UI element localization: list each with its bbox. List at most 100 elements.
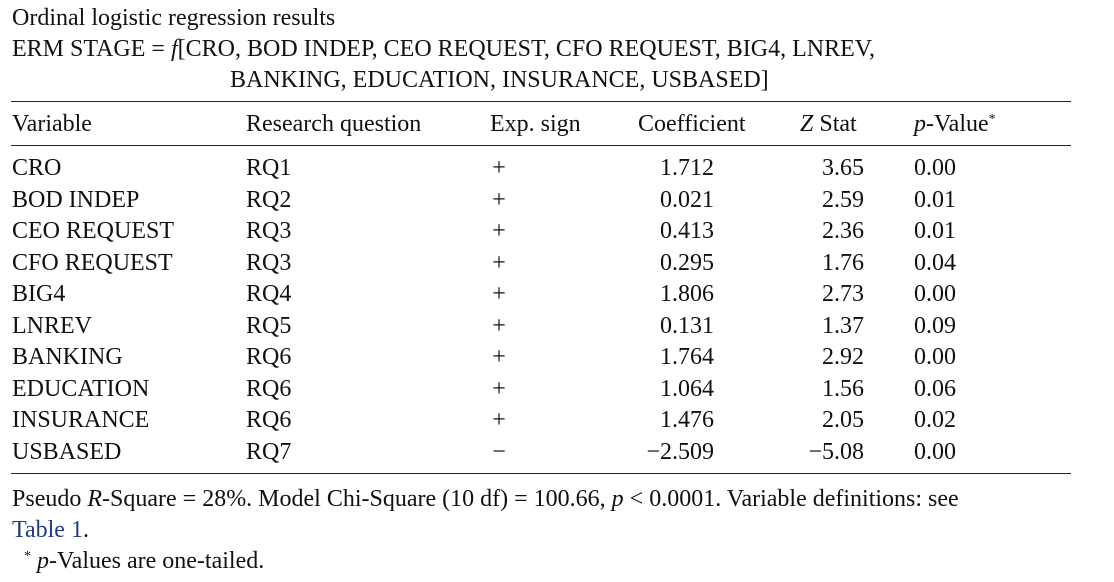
- cell-z-stat: 2.59: [822, 186, 864, 213]
- cell-research-question: RQ3: [246, 218, 292, 244]
- cell-coefficient: 1.712: [660, 155, 714, 181]
- table-row: CRO RQ1 +1.712 3.65 0.00: [0, 154, 1114, 185]
- note-r-italic: R: [87, 486, 103, 512]
- cell-coefficient: 1.764: [660, 344, 714, 370]
- top-rule: [11, 101, 1071, 102]
- table-row: INSURANCE RQ6 +1.476 2.05 0.02: [0, 406, 1114, 437]
- cell-p-value: 0.00: [914, 344, 956, 370]
- cell-exp-sign: +: [492, 218, 506, 244]
- cell-coefficient: −2.509: [646, 438, 714, 465]
- cell-z-stat: −5.08: [808, 438, 864, 465]
- cell-variable: BOD INDEP: [12, 186, 140, 213]
- cell-research-question: RQ6: [246, 344, 292, 370]
- cell-variable: BANKING: [12, 344, 123, 370]
- cell-z-stat: 2.92: [822, 344, 864, 370]
- table-row: LNREV RQ5 +0.131 1.37 0.09: [0, 312, 1114, 343]
- note-pseudo-post: < 0.0001. Variable definitions: see: [623, 486, 959, 512]
- cell-z-stat: 1.76: [822, 249, 864, 276]
- cell-exp-sign: +: [492, 312, 506, 339]
- table-row: BANKING RQ6 +1.764 2.92 0.00: [0, 343, 1114, 374]
- cell-research-question: RQ7: [246, 438, 292, 465]
- model-equation-line1: ERM STAGE = f[CRO, BOD INDEP, CEO REQUES…: [12, 35, 875, 63]
- model-equation-line2: BANKING, EDUCATION, INSURANCE, USBASED]: [230, 67, 769, 93]
- cell-exp-sign: −: [492, 438, 506, 465]
- header-p-italic: p: [914, 111, 926, 137]
- note-period: .: [82, 517, 89, 543]
- equation-lhs: ERM STAGE: [12, 36, 146, 62]
- cell-z-stat: 1.37: [822, 312, 864, 339]
- cell-variable: CFO REQUEST: [12, 249, 173, 276]
- cell-exp-sign: +: [492, 344, 506, 370]
- header-footnote-marker: *: [988, 112, 996, 127]
- header-z-rest: Stat: [813, 111, 857, 137]
- header-p-rest: -Value: [926, 111, 989, 137]
- cell-coefficient: 1.476: [660, 407, 714, 433]
- table-row: BIG4 RQ4 +1.806 2.73 0.00: [0, 280, 1114, 311]
- cell-z-stat: 3.65: [822, 155, 864, 181]
- cell-exp-sign: +: [492, 407, 506, 433]
- cell-exp-sign: +: [492, 186, 506, 213]
- cell-p-value: 0.01: [914, 218, 956, 244]
- table-row: BOD INDEP RQ2 +0.021 2.59 0.01: [0, 186, 1114, 217]
- cell-research-question: RQ4: [246, 281, 292, 307]
- cell-z-stat: 2.73: [822, 281, 864, 307]
- cell-p-value: 0.01: [914, 186, 956, 213]
- cell-research-question: RQ6: [246, 375, 292, 402]
- cell-variable: LNREV: [12, 312, 92, 339]
- cell-coefficient: 0.295: [660, 249, 714, 276]
- bottom-rule: [11, 473, 1071, 474]
- cell-p-value: 0.09: [914, 312, 956, 339]
- cell-z-stat: 2.36: [822, 218, 864, 244]
- cell-variable: CEO REQUEST: [12, 218, 174, 244]
- header-exp-sign: Exp. sign: [490, 111, 581, 137]
- header-z-stat: Z Stat: [800, 110, 857, 138]
- cell-coefficient: 0.021: [660, 186, 714, 213]
- cell-z-stat: 1.56: [822, 375, 864, 402]
- cell-p-value: 0.00: [914, 155, 956, 181]
- cell-variable: EDUCATION: [12, 375, 150, 402]
- cell-research-question: RQ6: [246, 407, 292, 433]
- cell-variable: USBASED: [12, 438, 122, 465]
- cell-p-value: 0.02: [914, 407, 956, 433]
- note-pseudo-mid: -Square = 28%. Model Chi-Square (10 df) …: [102, 486, 612, 512]
- footnote-p-italic: p: [37, 548, 49, 574]
- cell-p-value: 0.04: [914, 249, 956, 276]
- header-p-value: p-Value*: [914, 110, 996, 138]
- cell-exp-sign: +: [492, 249, 506, 276]
- cell-variable: BIG4: [12, 281, 66, 307]
- cell-coefficient: 1.064: [660, 375, 714, 402]
- table-row: EDUCATION RQ6 +1.064 1.56 0.06: [0, 375, 1114, 406]
- note-pseudo-pre: Pseudo: [12, 486, 88, 512]
- cell-research-question: RQ3: [246, 249, 292, 276]
- cell-p-value: 0.00: [914, 281, 956, 307]
- table-title: Ordinal logistic regression results: [12, 5, 336, 31]
- equation-function: f: [170, 36, 178, 62]
- footnote: * p-Values are one-tailed.: [24, 547, 264, 575]
- header-research-question: Research question: [246, 111, 422, 137]
- cell-p-value: 0.06: [914, 375, 956, 402]
- cell-coefficient: 0.131: [660, 312, 714, 339]
- footnote-marker: *: [24, 549, 31, 564]
- cell-z-stat: 2.05: [822, 407, 864, 433]
- table-row: CFO REQUEST RQ3 +0.295 1.76 0.04: [0, 249, 1114, 280]
- table-row: USBASED RQ7 − −2.509 −5.08 0.00: [0, 438, 1114, 469]
- table-reference-note: Table 1.: [12, 516, 89, 544]
- cell-coefficient: 1.806: [660, 281, 714, 307]
- cell-research-question: RQ5: [246, 312, 292, 339]
- cell-variable: CRO: [12, 155, 62, 181]
- equation-equals: =: [145, 36, 171, 62]
- note-p-italic: p: [611, 486, 624, 512]
- model-fit-note: Pseudo R-Square = 28%. Model Chi-Square …: [12, 485, 959, 513]
- cell-p-value: 0.00: [914, 438, 956, 465]
- table-row: CEO REQUEST RQ3 +0.413 2.36 0.01: [0, 217, 1114, 248]
- cell-coefficient: 0.413: [660, 218, 714, 244]
- table-1-link[interactable]: Table 1: [12, 517, 83, 543]
- cell-research-question: RQ1: [246, 155, 292, 181]
- header-variable: Variable: [12, 111, 92, 137]
- cell-variable: INSURANCE: [12, 407, 150, 433]
- header-rule: [11, 145, 1071, 146]
- cell-exp-sign: +: [492, 281, 506, 307]
- cell-research-question: RQ2: [246, 186, 292, 213]
- header-coefficient: Coefficient: [638, 111, 746, 137]
- cell-exp-sign: +: [492, 155, 506, 181]
